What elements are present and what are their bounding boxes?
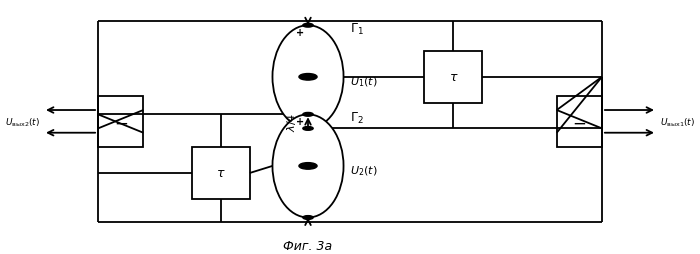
Bar xyxy=(424,52,482,103)
Text: $\Gamma_1$: $\Gamma_1$ xyxy=(350,21,364,37)
Text: $-$: $-$ xyxy=(573,113,587,131)
Text: $\tau$: $\tau$ xyxy=(216,167,225,180)
Circle shape xyxy=(299,163,317,169)
Text: +: + xyxy=(296,28,304,38)
Ellipse shape xyxy=(272,115,344,218)
Circle shape xyxy=(303,127,313,131)
Circle shape xyxy=(303,216,313,219)
Text: $U_{\rm вых2}(t)$: $U_{\rm вых2}(t)$ xyxy=(5,116,40,128)
Bar xyxy=(556,96,602,148)
Bar xyxy=(98,96,144,148)
Text: $U_{\rm вых1}(t)$: $U_{\rm вых1}(t)$ xyxy=(660,116,695,128)
Text: $U_1(t)$: $U_1(t)$ xyxy=(350,75,377,89)
Bar xyxy=(192,148,250,199)
Circle shape xyxy=(299,74,317,81)
Text: $U_2(t)$: $U_2(t)$ xyxy=(350,164,377,178)
Text: $\tau$: $\tau$ xyxy=(449,71,458,84)
Text: $\Gamma_2$: $\Gamma_2$ xyxy=(350,110,364,125)
Circle shape xyxy=(303,113,313,117)
Ellipse shape xyxy=(272,26,344,129)
Text: +: + xyxy=(296,117,304,127)
Text: $-$: $-$ xyxy=(113,113,127,131)
Circle shape xyxy=(303,24,313,28)
Text: Фиг. 3a: Фиг. 3a xyxy=(284,239,332,252)
Text: $\lambda/4$: $\lambda/4$ xyxy=(286,112,298,132)
